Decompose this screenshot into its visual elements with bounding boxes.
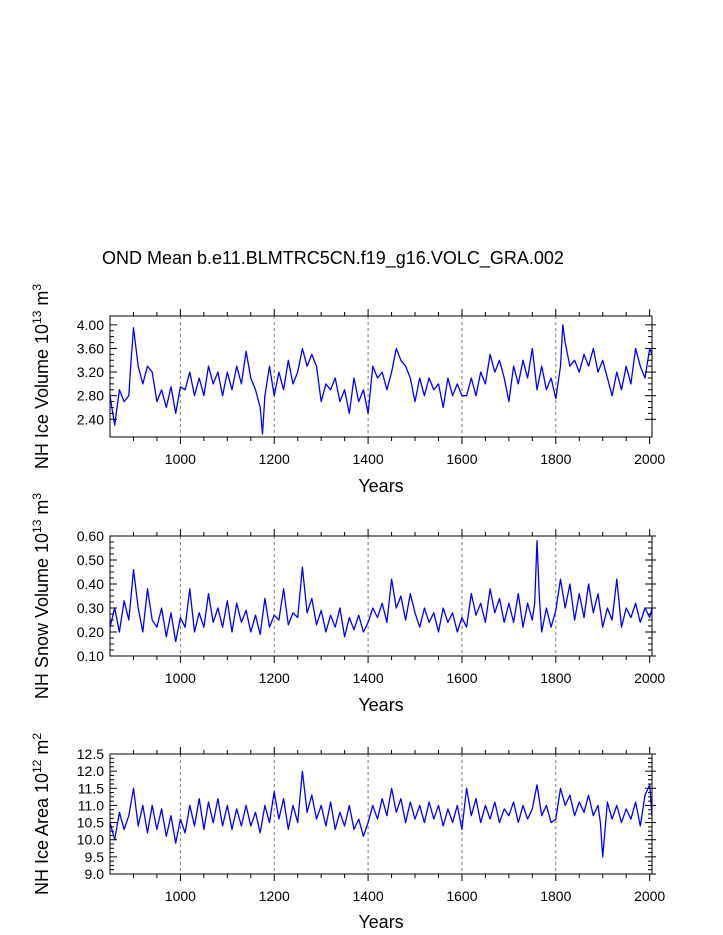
- panel-1-x-axis-title: Years: [358, 476, 403, 496]
- panel-1-y-tick-label: 2.80: [77, 388, 104, 404]
- panel-1-y-tick-label: 4.00: [77, 317, 104, 333]
- panel-2-x-tick-label: 1400: [353, 670, 384, 686]
- panel-3-x-tick-label: 1000: [165, 888, 196, 904]
- panel-3-y-tick-label: 12.5: [77, 746, 104, 762]
- panel-1-plot-frame: [109, 315, 653, 438]
- panel-3-y-tick-label: 11.5: [78, 780, 104, 796]
- panel-2-x-tick-label: 1200: [259, 670, 290, 686]
- panel-2-y-axis-title: NH Snow Volume 1013 m3: [30, 493, 52, 699]
- panel-3-y-tick-label: 10.0: [77, 832, 104, 848]
- panel-1-y-tick-label: 2.40: [77, 411, 104, 427]
- panel-2-x-tick-label: 1000: [165, 670, 196, 686]
- panel-3-y-tick-label: 11.0: [78, 797, 104, 813]
- panel-1-y-axis-title: NH Ice Volume 1013 m3: [30, 284, 52, 469]
- panel-2-plot-frame: [109, 535, 653, 657]
- panel-1-x-tick-label: 1800: [540, 451, 571, 467]
- panel-3-y-tick-label: 12.0: [77, 763, 104, 779]
- panel-2-x-tick-label: 1600: [446, 670, 477, 686]
- panel-2-y-tick-label: 0.40: [77, 576, 104, 592]
- panel-3-y-tick-label: 10.5: [77, 815, 104, 831]
- panel-2-x-tick-label: 1800: [540, 670, 571, 686]
- panel-2-x-axis-title: Years: [358, 695, 403, 715]
- panel-2-y-tick-label: 0.50: [77, 552, 104, 568]
- panel-1-x-tick-label: 2000: [634, 451, 665, 467]
- panel-2-y-tick-label: 0.60: [77, 528, 104, 544]
- panel-2-y-tick-label: 0.30: [77, 600, 104, 616]
- panel-2-y-tick-label: 0.10: [77, 648, 104, 664]
- panel-1-x-tick-label: 1400: [353, 451, 384, 467]
- panel-2-y-tick-label: 0.20: [77, 624, 104, 640]
- panel-1-x-tick-label: 1600: [446, 451, 477, 467]
- panel-1-y-tick-label: 3.20: [77, 364, 104, 380]
- panel-2-x-tick-label: 2000: [634, 670, 665, 686]
- panel-3-x-tick-label: 1800: [540, 888, 571, 904]
- chart-title: OND Mean b.e11.BLMTRC5CN.f19_g16.VOLC_GR…: [102, 248, 564, 268]
- panel-3-y-axis-title: NH Ice Area 1012 m2: [30, 733, 52, 895]
- panel-3-series-line: [109, 770, 653, 858]
- panel-3-y-tick-label: 9.5: [85, 849, 105, 865]
- panel-2-series-line: [109, 540, 653, 643]
- panel-3-x-tick-label: 1200: [259, 888, 290, 904]
- panel-3-x-tick-label: 1600: [446, 888, 477, 904]
- panel-3-x-tick-label: 1400: [353, 888, 384, 904]
- panel-1-y-tick-label: 3.60: [77, 340, 104, 356]
- panel-1-x-tick-label: 1000: [165, 451, 196, 467]
- panel-3-x-axis-title: Years: [358, 912, 403, 932]
- panel-3-x-tick-label: 2000: [634, 888, 665, 904]
- panel-1-series-line: [109, 324, 653, 435]
- panel-1-x-tick-label: 1200: [259, 451, 290, 467]
- panel-3-y-tick-label: 9.0: [85, 866, 105, 882]
